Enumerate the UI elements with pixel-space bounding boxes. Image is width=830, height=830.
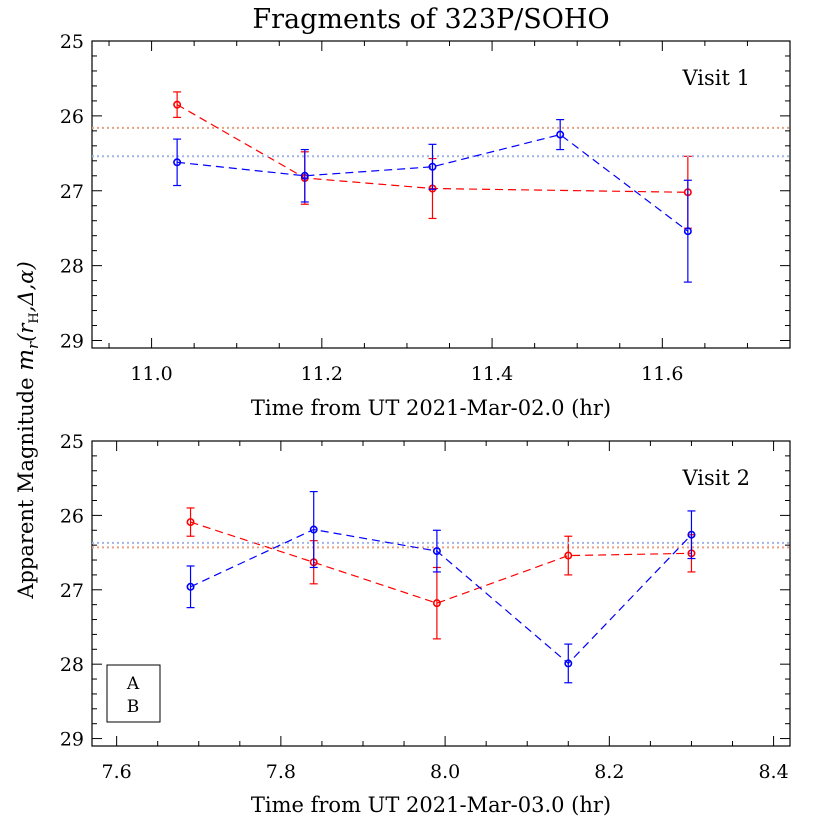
x-tick-label: 11.4 [471,363,513,385]
panel-visit-2: 25 26 27 28 29 7.6 7.8 8.0 8.2 8.4 Time from UT 20… [60,431,791,817]
legend: A B [106,664,161,723]
data-point-b [432,547,441,556]
series-line-a [176,104,688,193]
y-tick-label: 26 [60,505,84,527]
legend-box [106,664,161,723]
series-line-a [190,521,692,604]
y-tick-label: 25 [60,31,84,53]
x-tick-label: 7.6 [102,761,132,783]
data-point-b [186,582,195,591]
y-axis-label: Apparent Magnitude mr(rH,Δ,α) [13,261,42,599]
chart-title: Fragments of 323P/SOHO [252,4,609,35]
y-tick-label: 29 [60,331,84,353]
y-tick-label: 28 [60,654,84,676]
data-point-a [564,551,573,560]
y-tick-label: 29 [60,729,84,751]
y-tick-label: 28 [60,256,84,278]
data-point-b [556,130,565,139]
x-axis-label: Time from UT 2021-Mar-03.0 (hr) [251,793,611,817]
series-line-b [190,528,692,665]
y-tick-label: 27 [60,181,84,203]
x-tick-label: 8.2 [594,761,624,783]
series-line-b [177,133,689,232]
x-tick-label: 11.0 [130,363,172,385]
visit-annotation: Visit 2 [682,466,750,490]
plot-frame [91,40,791,349]
data-point-a [186,518,195,527]
x-axis-label: Time from UT 2021-Mar-02.0 (hr) [251,396,611,420]
data-point-b [683,227,692,236]
x-tick-label: 11.2 [301,363,343,385]
x-tick-label: 7.8 [266,761,296,783]
panel-visit-1: 25 26 27 28 29 11.0 11.2 11.4 11.6 Time from UT 2… [60,31,791,420]
legend-label-b: B [127,697,140,717]
x-tick-label: 11.6 [641,363,683,385]
visit-annotation: Visit 1 [682,66,750,90]
data-point-b [300,171,309,180]
y-tick-label: 25 [60,431,84,453]
data-point-a [173,100,182,109]
data-point-b [428,162,437,171]
data-point-a [432,599,441,608]
data-point-b [309,525,318,534]
y-tick-label: 26 [60,106,84,128]
data-point-b [687,530,696,539]
data-point-b [564,659,573,668]
data-point-b [173,158,182,167]
plot-frame [91,440,791,747]
legend-label-a: A [126,674,140,694]
x-tick-label: 8.4 [758,761,788,783]
y-tick-label: 27 [60,580,84,602]
x-tick-label: 8.0 [430,761,460,783]
